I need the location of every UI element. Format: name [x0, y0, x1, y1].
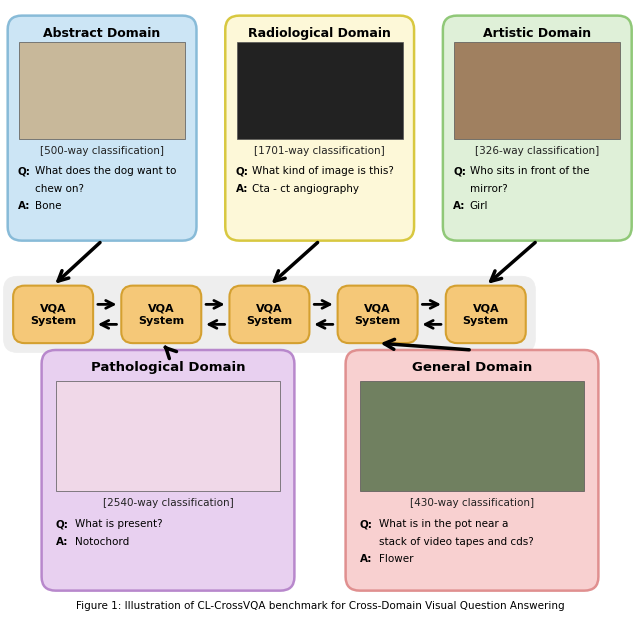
- Text: Q:: Q:: [56, 519, 68, 529]
- Text: [430-way classification]: [430-way classification]: [410, 498, 534, 508]
- FancyBboxPatch shape: [237, 42, 403, 139]
- FancyBboxPatch shape: [122, 286, 201, 343]
- FancyBboxPatch shape: [42, 350, 294, 591]
- Text: Q:: Q:: [360, 519, 372, 529]
- FancyBboxPatch shape: [443, 16, 632, 241]
- Text: A:: A:: [453, 201, 465, 211]
- Text: VQA
System: VQA System: [355, 303, 401, 326]
- FancyBboxPatch shape: [4, 276, 535, 352]
- Text: [500-way classification]: [500-way classification]: [40, 146, 164, 156]
- Text: Artistic Domain: Artistic Domain: [483, 27, 591, 40]
- FancyBboxPatch shape: [230, 286, 310, 343]
- FancyBboxPatch shape: [454, 42, 620, 139]
- Text: Radiological Domain: Radiological Domain: [248, 27, 391, 40]
- Text: Q:: Q:: [18, 166, 31, 176]
- Text: What is in the pot near a: What is in the pot near a: [379, 519, 508, 529]
- Text: General Domain: General Domain: [412, 361, 532, 374]
- Text: Flower: Flower: [379, 554, 413, 564]
- FancyBboxPatch shape: [225, 16, 414, 241]
- Text: Q:: Q:: [453, 166, 466, 176]
- Text: chew on?: chew on?: [35, 184, 84, 194]
- FancyBboxPatch shape: [338, 286, 417, 343]
- Text: What is present?: What is present?: [75, 519, 163, 529]
- Text: A:: A:: [56, 537, 68, 547]
- FancyBboxPatch shape: [8, 16, 196, 241]
- FancyBboxPatch shape: [19, 42, 185, 139]
- Text: [2540-way classification]: [2540-way classification]: [102, 498, 234, 508]
- Text: Cta - ct angiography: Cta - ct angiography: [252, 184, 359, 194]
- FancyBboxPatch shape: [360, 381, 584, 491]
- Text: Abstract Domain: Abstract Domain: [44, 27, 161, 40]
- Text: [1701-way classification]: [1701-way classification]: [254, 146, 385, 156]
- Text: A:: A:: [18, 201, 30, 211]
- Text: A:: A:: [236, 184, 248, 194]
- Text: VQA
System: VQA System: [463, 303, 509, 326]
- Text: What does the dog want to: What does the dog want to: [35, 166, 176, 176]
- Text: A:: A:: [360, 554, 372, 564]
- Text: Pathological Domain: Pathological Domain: [91, 361, 245, 374]
- Text: Who sits in front of the: Who sits in front of the: [470, 166, 589, 176]
- Text: What kind of image is this?: What kind of image is this?: [252, 166, 394, 176]
- Text: Notochord: Notochord: [75, 537, 129, 547]
- Text: Figure 1: Illustration of CL-CrossVQA benchmark for Cross-Domain Visual Question: Figure 1: Illustration of CL-CrossVQA be…: [76, 601, 564, 611]
- Text: Q:: Q:: [236, 166, 248, 176]
- FancyBboxPatch shape: [13, 286, 93, 343]
- Text: VQA
System: VQA System: [30, 303, 76, 326]
- Text: VQA
System: VQA System: [138, 303, 184, 326]
- Text: Girl: Girl: [470, 201, 488, 211]
- Text: mirror?: mirror?: [470, 184, 508, 194]
- Text: VQA
System: VQA System: [246, 303, 292, 326]
- Text: stack of video tapes and cds?: stack of video tapes and cds?: [379, 537, 534, 547]
- Text: [326-way classification]: [326-way classification]: [475, 146, 600, 156]
- Text: Bone: Bone: [35, 201, 61, 211]
- FancyBboxPatch shape: [445, 286, 526, 343]
- FancyBboxPatch shape: [56, 381, 280, 491]
- FancyBboxPatch shape: [346, 350, 598, 591]
